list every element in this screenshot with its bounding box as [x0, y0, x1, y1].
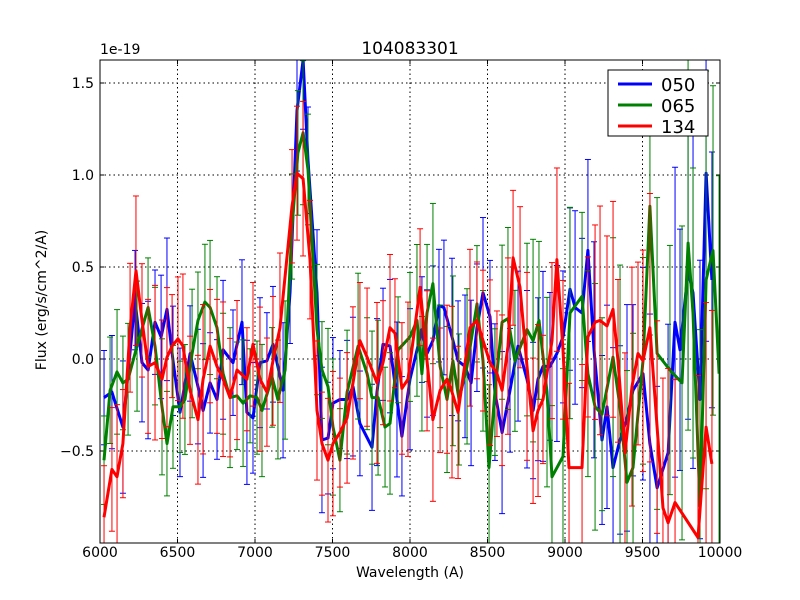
axis-ticks: 6000 6500 7000 7500 8000 8500 9000 9500 10000 −0.…	[60, 60, 742, 561]
x-tick-label: 8500	[470, 545, 506, 561]
x-tick-label: 7000	[237, 545, 273, 561]
y-axis-label: Flux (erg/s/cm^2/A)	[34, 230, 50, 370]
series-134	[101, 100, 715, 543]
y-tick-label: 0.0	[72, 352, 94, 368]
y-tick-label: 1.0	[72, 168, 94, 184]
x-tick-label: 9500	[625, 545, 661, 561]
x-axis-label: Wavelength (A)	[356, 565, 464, 581]
y-offset-label: 1e-19	[100, 42, 140, 58]
x-tick-label: 7500	[315, 545, 351, 561]
series-line-134	[102, 171, 714, 539]
y-tick-label: −0.5	[60, 444, 94, 460]
legend-label-065: 065	[661, 96, 695, 117]
x-tick-label: 6500	[160, 545, 196, 561]
legend-label-134: 134	[661, 117, 695, 138]
plot-area	[101, 60, 720, 543]
y-tick-label: 0.5	[72, 260, 94, 276]
chart-title: 104083301	[361, 39, 458, 59]
x-tick-label: 9000	[547, 545, 583, 561]
y-tick-label: 1.5	[72, 76, 94, 92]
x-tick-label: 6000	[82, 545, 118, 561]
x-tick-label: 8000	[392, 545, 428, 561]
x-tick-label: 10000	[698, 545, 743, 561]
legend-label-050: 050	[661, 75, 695, 96]
axes-frame	[99, 59, 721, 544]
